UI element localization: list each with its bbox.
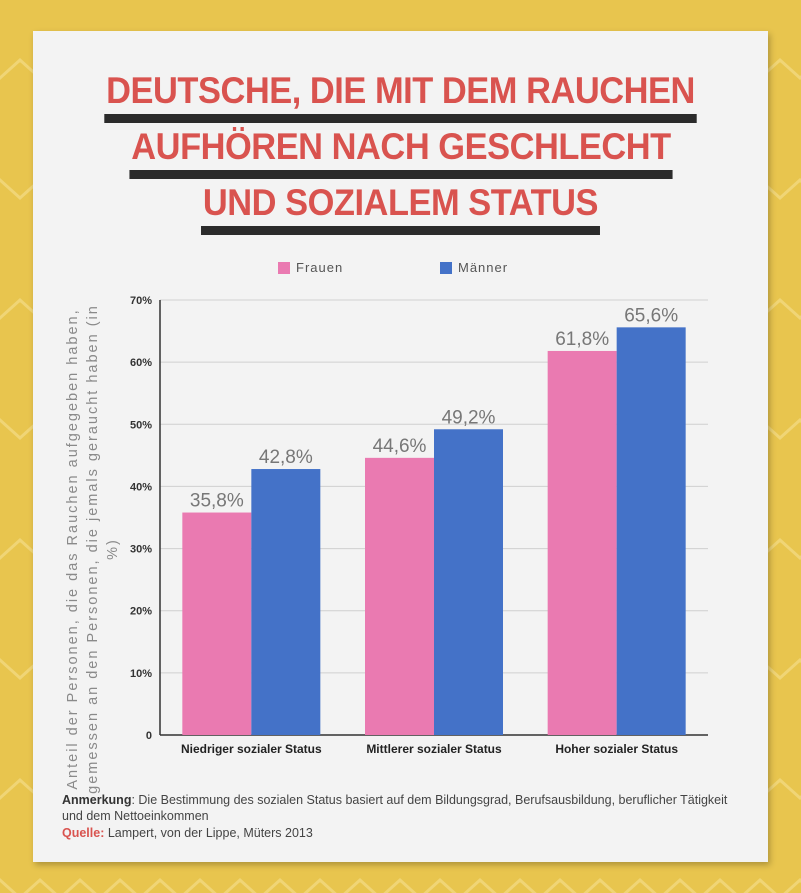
data-label-frauen-2: 61,8%: [555, 329, 609, 350]
legend: Frauen Männer: [33, 260, 768, 280]
title-line-3: UND SOZIALEM STATUS: [201, 181, 600, 235]
legend-label-maenner: Männer: [458, 260, 509, 275]
legend-item-maenner: Männer: [440, 260, 508, 275]
source-text: Lampert, von der Lippe, Müters 2013: [104, 826, 313, 840]
title-line-1: DEUTSCHE, DIE MIT DEM RAUCHEN: [104, 69, 697, 123]
y-tick-label: 60%: [130, 357, 152, 369]
note-label: Anmerkung: [62, 793, 132, 807]
data-label-frauen-0: 35,8%: [190, 491, 244, 512]
bar-chart: 0 10% 20% 30% 40% 50% 60% 70% 35,8% 42,8% Niedrige…: [130, 295, 708, 756]
source-label: Quelle:: [62, 826, 105, 840]
infographic-card: DEUTSCHE, DIE MIT DEM RAUCHEN AUFHÖREN N…: [33, 31, 768, 862]
x-tick-label: Niedriger sozialer Status: [181, 742, 322, 756]
bar-maenner-2: [616, 327, 686, 735]
bar-frauen-2: [547, 350, 617, 735]
data-label-maenner-1: 49,2%: [442, 407, 496, 428]
bar-frauen-0: [182, 512, 252, 735]
bar-maenner-0: [251, 469, 321, 735]
data-label-maenner-2: 65,6%: [624, 305, 678, 326]
data-label-frauen-1: 44,6%: [373, 436, 427, 457]
y-tick-label: 20%: [130, 606, 152, 618]
chart-title: DEUTSCHE, DIE MIT DEM RAUCHEN AUFHÖREN N…: [33, 69, 768, 237]
zigzag-decoration: [0, 877, 801, 893]
legend-swatch-maenner: [440, 261, 452, 274]
x-tick-label: Mittlerer sozialer Status: [366, 742, 502, 756]
annotation-note: Anmerkung: Die Bestimmung des sozialen S…: [62, 792, 742, 824]
y-tick-label: 70%: [130, 295, 152, 307]
y-tick-label: 30%: [130, 544, 152, 556]
legend-swatch-frauen: [278, 261, 290, 274]
y-tick-label: 40%: [130, 481, 152, 493]
bar-frauen-1: [365, 457, 434, 735]
title-line-2: AUFHÖREN NACH GESCHLECHT: [128, 125, 673, 179]
bar-maenner-1: [434, 429, 503, 735]
x-tick-label: Hoher sozialer Status: [555, 742, 678, 756]
data-label-maenner-0: 42,8%: [259, 447, 313, 468]
y-tick-label: 50%: [130, 419, 152, 431]
legend-item-frauen: Frauen: [278, 260, 343, 275]
y-tick-label: 10%: [130, 668, 152, 680]
legend-label-frauen: Frauen: [296, 260, 344, 275]
y-tick-label: 0: [146, 730, 152, 742]
source-note: Quelle: Lampert, von der Lippe, Müters 2…: [62, 826, 313, 840]
note-text: : Die Bestimmung des sozialen Status bas…: [62, 793, 728, 823]
